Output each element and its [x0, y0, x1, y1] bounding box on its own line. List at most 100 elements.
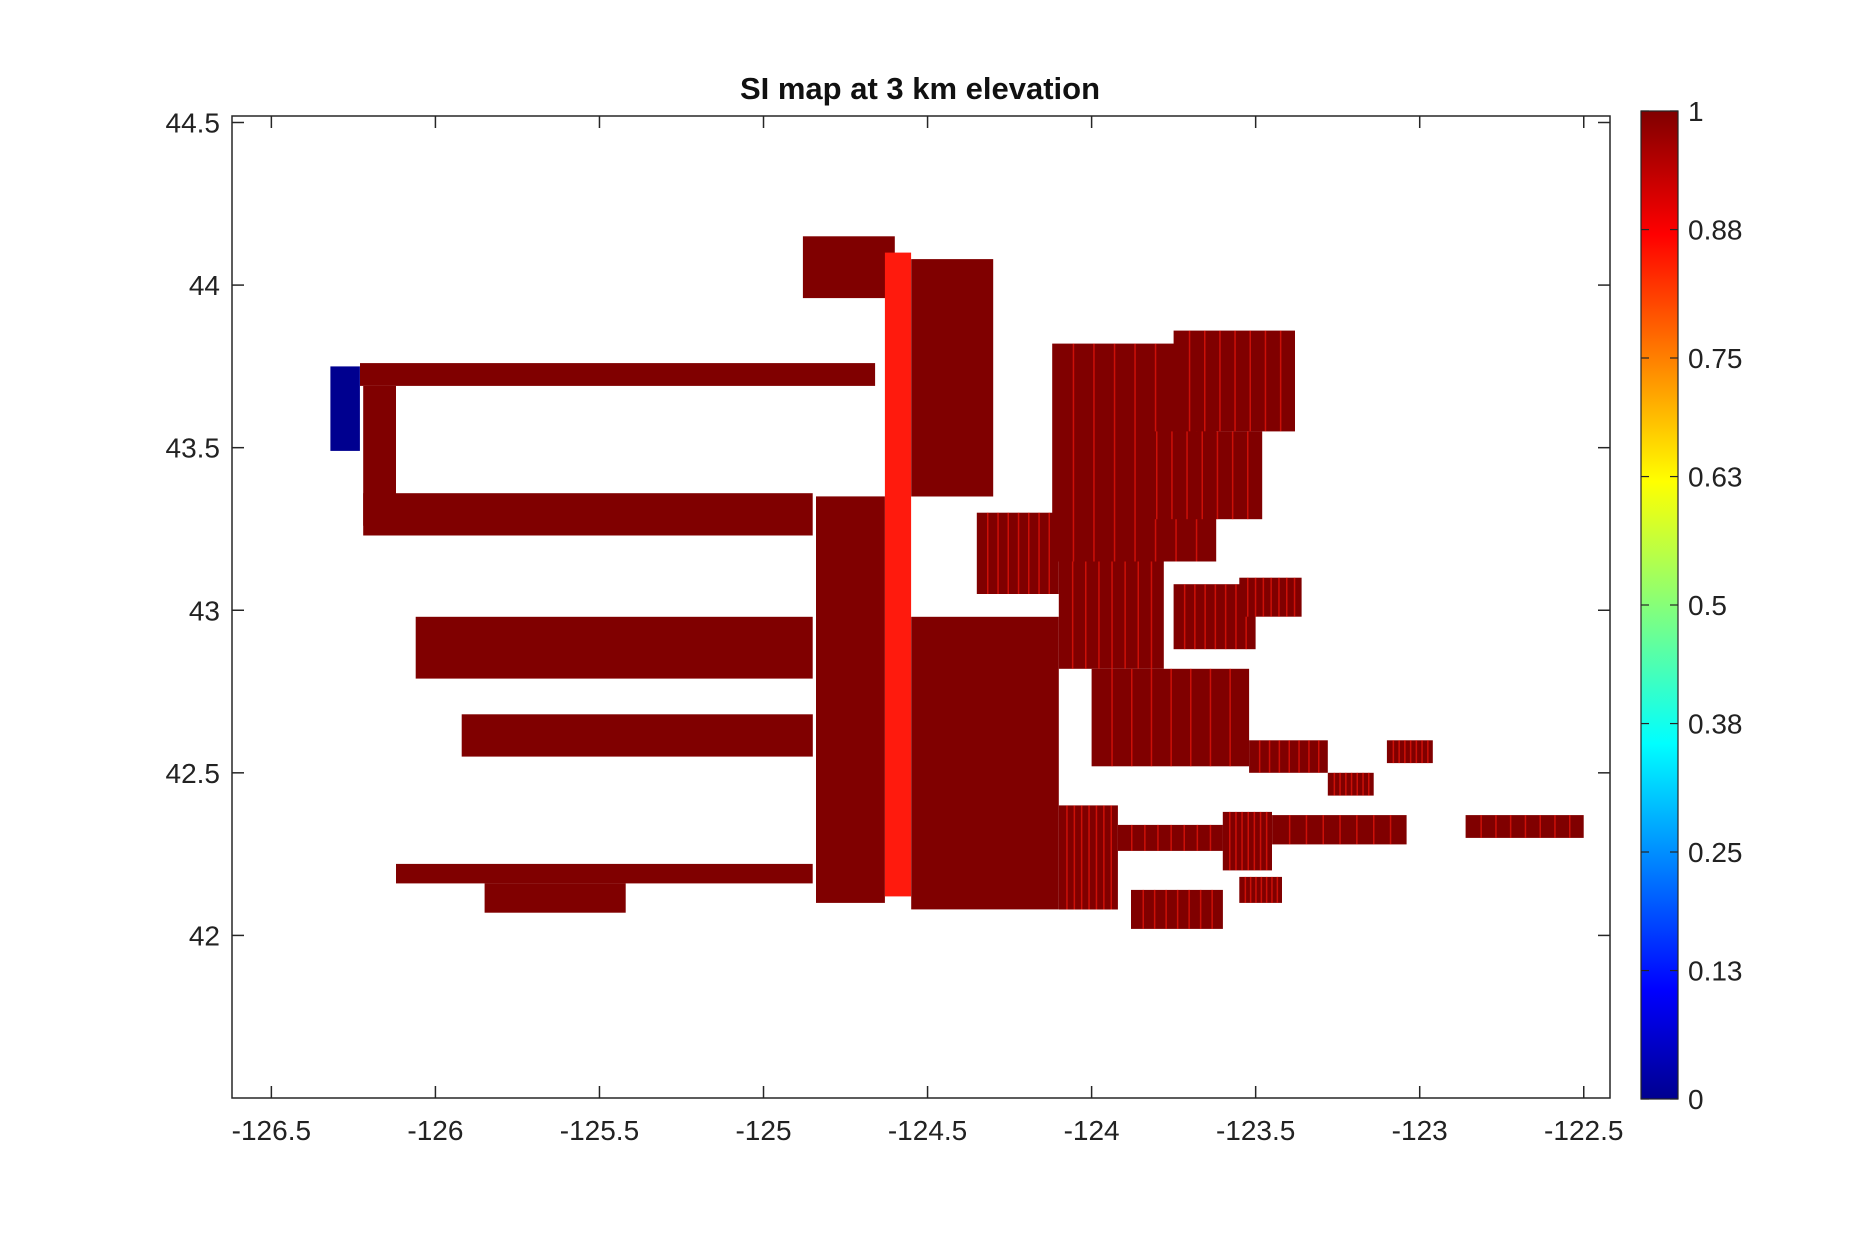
- region-streak: [1339, 815, 1341, 845]
- region-streak: [1219, 330, 1221, 432]
- region-streak: [1286, 577, 1288, 617]
- region-streak: [1142, 889, 1144, 929]
- region-line-2: [363, 493, 813, 536]
- region-streak: [1156, 431, 1158, 520]
- region-east-block-north: [911, 259, 994, 497]
- x-tick-label: -122.5: [1544, 1115, 1623, 1146]
- y-tick-label: 43.5: [166, 433, 221, 464]
- region-streak: [1409, 740, 1412, 764]
- x-tick-label: -126.5: [232, 1115, 311, 1146]
- region-streak: [1085, 561, 1087, 669]
- region-central-block: [816, 496, 885, 903]
- region-streak: [1539, 815, 1541, 838]
- colorbar-tick-label: 0.13: [1688, 956, 1743, 987]
- region-streak: [1150, 561, 1153, 669]
- x-tick-label: -124: [1064, 1115, 1120, 1146]
- region-streak: [1134, 343, 1136, 562]
- region-streak: [1183, 824, 1185, 851]
- region-east-patch-8: [1249, 740, 1328, 773]
- region-streak: [1373, 815, 1375, 845]
- x-tick-label: -124.5: [888, 1115, 967, 1146]
- region-streak: [1144, 824, 1146, 851]
- colorbar-tick-label: 0.38: [1688, 709, 1743, 740]
- region-streak: [1188, 889, 1190, 929]
- region-streak: [1028, 512, 1030, 594]
- y-tick-label: 44.5: [166, 108, 221, 139]
- region-streak: [1048, 512, 1050, 594]
- region-streak: [1103, 805, 1105, 910]
- region-streak: [1073, 805, 1076, 910]
- region-streak: [1038, 512, 1040, 594]
- region-streak: [1495, 815, 1497, 838]
- y-tick-label: 44: [189, 270, 220, 301]
- plot-frame: [231, 115, 1611, 1099]
- region-streak: [1124, 561, 1126, 669]
- region-streak: [1244, 876, 1247, 903]
- region-streak: [1279, 330, 1282, 432]
- colorbar-tick-label: 0.75: [1688, 343, 1743, 374]
- region-line-5-tail: [484, 883, 626, 913]
- region-streak: [1190, 668, 1192, 767]
- region-streak: [1368, 772, 1370, 796]
- x-tick-label: -125.5: [560, 1115, 639, 1146]
- region-east-patch-7: [1091, 668, 1250, 767]
- region-streak: [1253, 811, 1256, 871]
- region-streak: [1249, 330, 1251, 432]
- colorbar-ticks: 0 0.13 0.25 0.38 0.5 0.63 0.75 0.88 1: [1641, 96, 1743, 1115]
- region-streak: [1204, 584, 1206, 650]
- region-streak: [1288, 815, 1291, 845]
- region-streak: [1098, 561, 1100, 669]
- region-line-5: [396, 863, 813, 884]
- region-streak: [1110, 805, 1112, 910]
- region-streak: [1216, 431, 1219, 520]
- region-streak: [997, 512, 999, 594]
- region-streak: [1268, 740, 1271, 773]
- region-east-patch-13: [1222, 811, 1272, 871]
- region-streak: [1204, 330, 1206, 432]
- region-streak: [1258, 740, 1261, 773]
- region-streak: [1262, 577, 1265, 617]
- region-streak: [1404, 740, 1406, 764]
- region-streak: [1259, 811, 1262, 871]
- region-streak: [1209, 824, 1212, 851]
- region-streak: [1007, 512, 1009, 594]
- region-streak: [1196, 824, 1199, 851]
- region-streak: [1569, 815, 1571, 838]
- region-streak: [1211, 889, 1213, 929]
- region-streak: [1265, 811, 1268, 871]
- region-streak: [1201, 431, 1203, 520]
- region-streak: [1421, 740, 1423, 764]
- region-central-stripe: [884, 252, 912, 897]
- region-east-patch-10: [1327, 772, 1374, 796]
- region-streak: [1199, 889, 1202, 929]
- region-east-patch-15: [1465, 815, 1584, 838]
- region-streak: [1308, 740, 1310, 773]
- region-streak: [1480, 815, 1482, 838]
- region-streak: [1356, 772, 1358, 796]
- region-streak: [1333, 772, 1336, 796]
- y-tick-label: 42.5: [166, 758, 221, 789]
- region-streak: [1276, 876, 1279, 903]
- region-streak: [1235, 584, 1237, 650]
- region-streak: [1080, 805, 1083, 910]
- region-streak: [1305, 815, 1308, 845]
- region-streak: [1293, 577, 1296, 617]
- region-streak: [1427, 740, 1429, 764]
- region-streak: [1131, 668, 1133, 767]
- region-streak: [1389, 815, 1392, 845]
- x-tick-label: -125: [735, 1115, 791, 1146]
- region-streak: [1229, 668, 1231, 767]
- x-tick-label: -123: [1392, 1115, 1448, 1146]
- region-streak: [1254, 577, 1257, 617]
- x-axis-ticks: -126.5 -126 -125.5 -125 -124.5 -124 -123.5 -123…: [232, 116, 1623, 1146]
- region-streak: [1362, 772, 1364, 796]
- colorbar-tick-label: 0.25: [1688, 837, 1743, 868]
- region-streak: [1318, 740, 1320, 773]
- region-streak: [1194, 584, 1196, 650]
- region-streak: [1157, 824, 1159, 851]
- region-streak: [1176, 889, 1179, 929]
- region-streak: [1150, 668, 1153, 767]
- region-streak: [1260, 876, 1263, 903]
- region-streak: [1288, 740, 1290, 773]
- region-line-3: [415, 616, 813, 679]
